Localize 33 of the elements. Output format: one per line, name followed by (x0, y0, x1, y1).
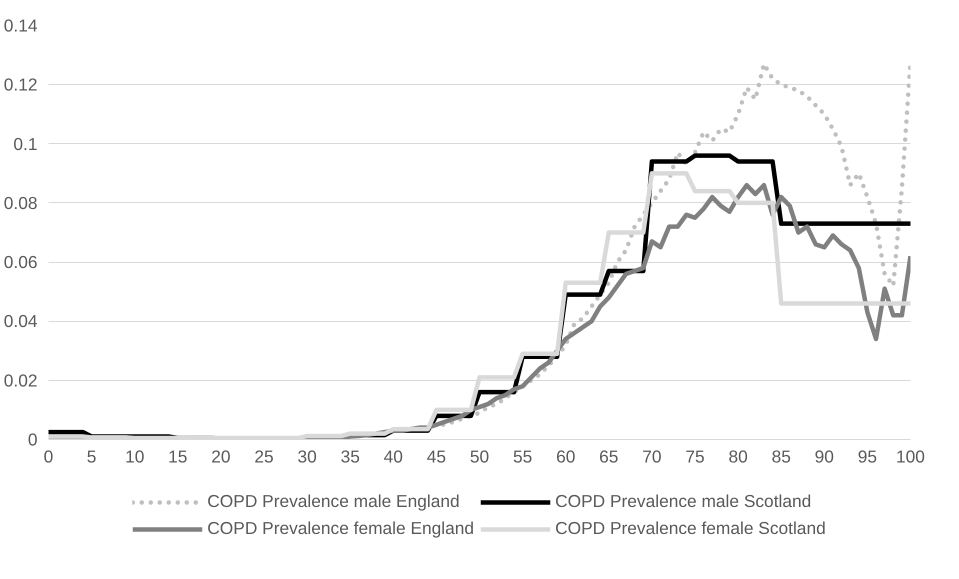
x-tick-label: 25 (254, 446, 274, 466)
y-tick-label: 0.1 (13, 134, 38, 154)
x-tick-label: 15 (168, 446, 188, 466)
legend-label: COPD Prevalence female England (207, 518, 474, 539)
y-tick-label: 0.08 (4, 192, 38, 213)
x-tick-label: 20 (211, 446, 231, 466)
x-tick-label: 10 (125, 446, 144, 466)
x-tick-label: 40 (384, 446, 403, 466)
x-tick-label: 65 (599, 446, 618, 466)
x-tick-label: 80 (728, 446, 748, 466)
y-tick-label: 0.02 (4, 370, 38, 390)
x-tick-label: 30 (297, 446, 317, 466)
x-tick-label: 70 (642, 446, 662, 466)
x-tick-label: 95 (858, 446, 878, 466)
y-tick-label: 0 (28, 430, 38, 450)
y-tick-label: 0.04 (4, 311, 38, 332)
y-tick-label: 0.06 (4, 252, 38, 272)
x-tick-label: 100 (896, 446, 925, 466)
x-tick-label: 60 (556, 446, 576, 466)
x-tick-label: 90 (814, 446, 834, 466)
x-tick-label: 0 (44, 446, 54, 466)
x-tick-label: 45 (426, 446, 446, 466)
y-tick-label: 0.14 (4, 16, 38, 36)
x-tick-label: 75 (685, 446, 705, 466)
x-tick-label: 50 (470, 446, 490, 466)
x-tick-label: 55 (512, 446, 532, 466)
legend-label: COPD Prevalence male Scotland (555, 491, 812, 512)
x-tick-label: 35 (340, 446, 360, 466)
x-tick-label: 85 (772, 446, 791, 466)
legend-label: COPD Prevalence male England (207, 491, 460, 512)
x-tick-label: 5 (86, 446, 96, 466)
legend-label: COPD Prevalence female Scotland (555, 518, 826, 539)
y-tick-label: 0.12 (4, 74, 38, 95)
